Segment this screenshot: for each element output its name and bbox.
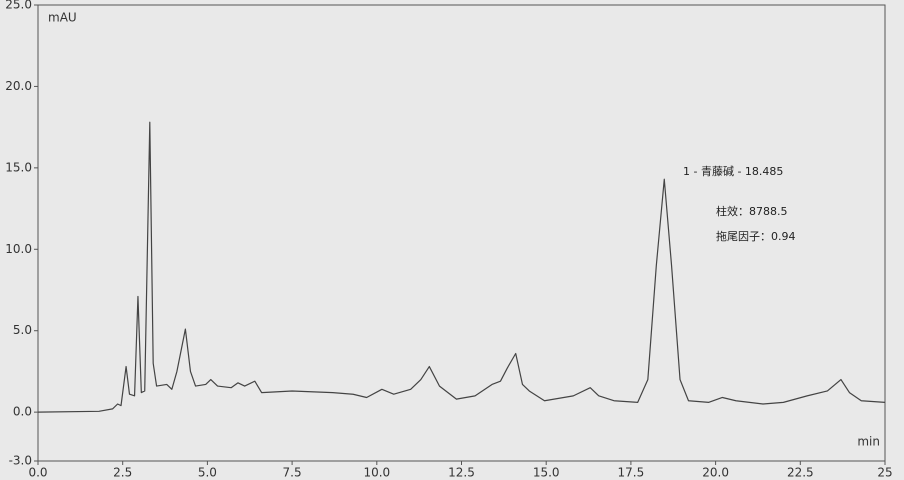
x-tick-label: 15.0 xyxy=(533,466,560,480)
x-tick-label: 10.0 xyxy=(363,466,390,480)
x-tick-label: 17.5 xyxy=(618,466,645,480)
plate-count: 柱效：8788.5 xyxy=(716,204,788,218)
y-tick-label: 0.0 xyxy=(13,405,32,419)
x-axis-label: min xyxy=(857,435,880,449)
x-tick-label: 0.0 xyxy=(28,466,47,480)
x-tick-label: 2.5 xyxy=(113,466,132,480)
x-tick-label: 5.0 xyxy=(198,466,217,480)
x-tick-label: 25 xyxy=(877,466,892,480)
y-tick-label: 5.0 xyxy=(13,323,32,337)
x-tick-label: 12.5 xyxy=(448,466,475,480)
y-tick-label: 25.0 xyxy=(5,0,32,12)
x-tick-label: 7.5 xyxy=(283,466,302,480)
x-tick-label: 22.5 xyxy=(787,466,814,480)
chromatogram-trace xyxy=(37,121,886,413)
x-tick-label: 20.0 xyxy=(702,466,729,480)
peak-annotation: 1 - 青藤碱 - 18.485 xyxy=(683,165,783,178)
y-tick-label: -3.0 xyxy=(9,454,32,468)
y-tick-label: 10.0 xyxy=(5,242,32,256)
tailing-factor: 拖尾因子：0.94 xyxy=(716,229,796,243)
y-tick-label: 15.0 xyxy=(5,160,32,174)
y-axis-label: mAU xyxy=(48,11,77,25)
y-tick-label: 20.0 xyxy=(5,79,32,93)
